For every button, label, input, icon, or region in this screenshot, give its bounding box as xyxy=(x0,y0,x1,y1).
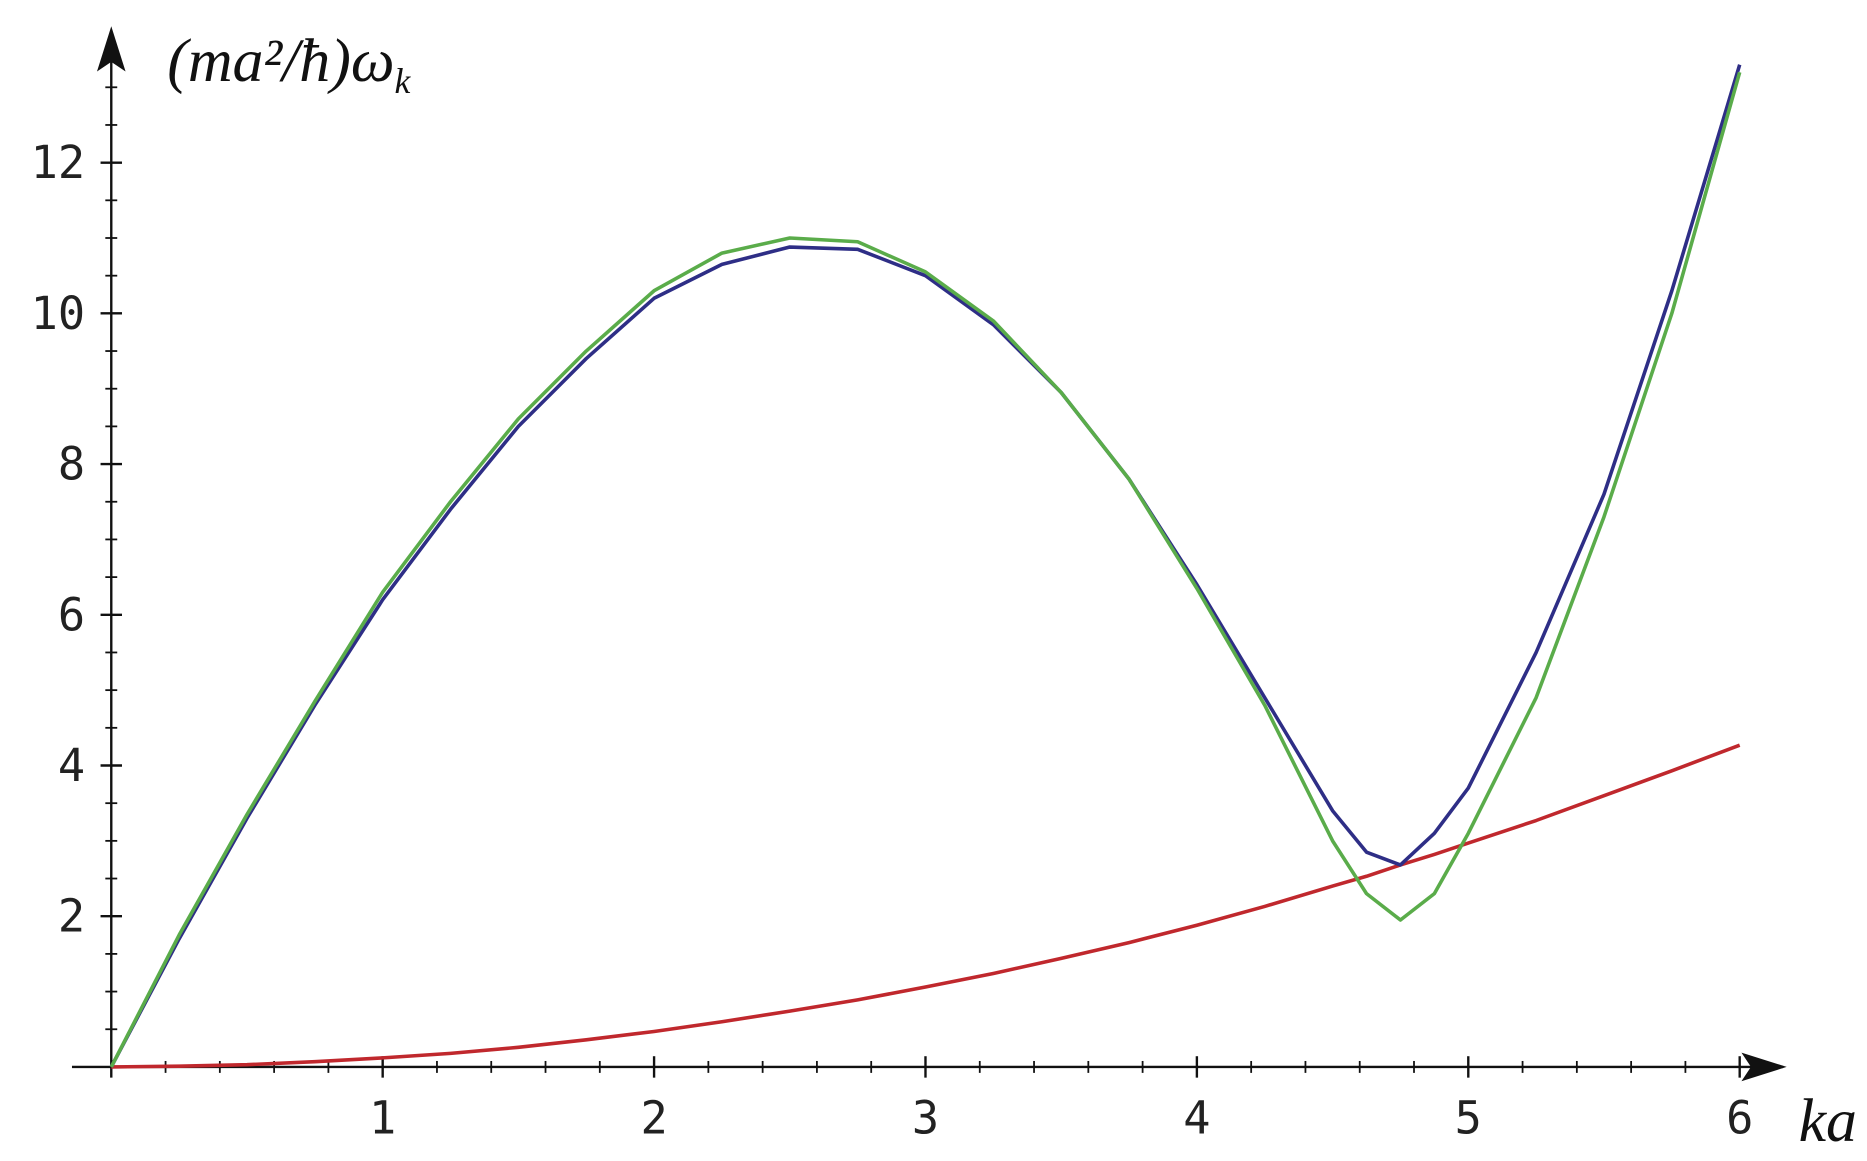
y-axis-label: (ma²/ħ)ωk xyxy=(167,27,411,101)
y-axis-arrow xyxy=(96,26,126,72)
x-axis-label: ka xyxy=(1799,1087,1857,1155)
x-axis-arrow xyxy=(1741,1052,1787,1082)
x-tick-label: 2 xyxy=(640,1092,667,1145)
data-line xyxy=(109,71,1742,1068)
x-tick-label: 4 xyxy=(1183,1092,1210,1145)
y-tick-label: 2 xyxy=(58,890,85,943)
y-axis-label-main: (ma²/ħ)ω xyxy=(167,27,394,95)
y-tick-label: 4 xyxy=(58,739,85,792)
y-tick-label: 8 xyxy=(58,438,85,491)
x-tick-label: 3 xyxy=(912,1092,939,1145)
x-tick-label: 5 xyxy=(1455,1092,1482,1145)
x-tick-label: 6 xyxy=(1726,1092,1753,1145)
x-tick-label: 1 xyxy=(369,1092,396,1145)
data-line xyxy=(109,64,1742,1068)
y-tick-label: 6 xyxy=(58,588,85,641)
y-axis-label-sub: k xyxy=(395,61,412,101)
data-line xyxy=(111,743,1741,1069)
y-tick-label: 12 xyxy=(31,136,85,189)
y-tick-label: 10 xyxy=(31,287,85,340)
